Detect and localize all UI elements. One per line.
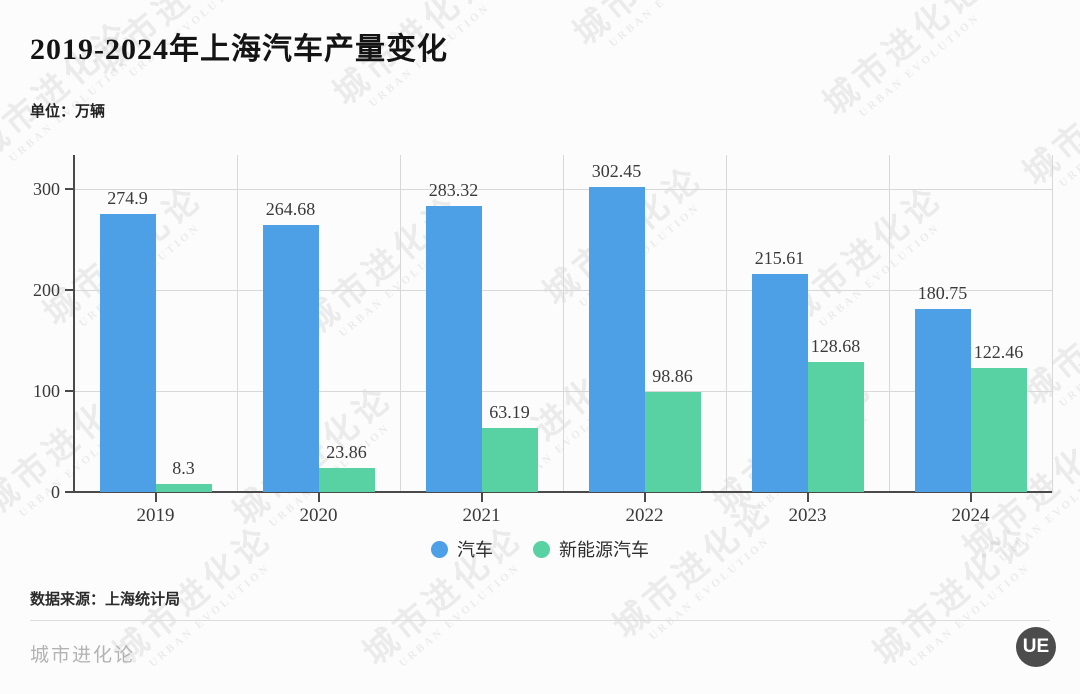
value-label-汽车-2022: 302.45 [591, 160, 642, 181]
source-label: 数据来源：上海统计局 [30, 592, 181, 608]
bar-新能源汽车-2021 [481, 428, 538, 492]
value-label-新能源汽车-2020: 23.86 [326, 441, 367, 462]
bar-新能源汽车-2023 [807, 362, 864, 492]
x-axis [65, 491, 1052, 493]
x-axis-tick [969, 493, 972, 502]
x-tick-label: 2020 [299, 505, 338, 526]
legend-item-汽车: 汽车 [431, 536, 493, 562]
y-axis-tick [65, 289, 73, 291]
value-label-新能源汽车-2021: 63.19 [489, 402, 530, 423]
legend-dot-icon [533, 540, 550, 558]
bar-汽车-2022 [588, 186, 645, 492]
x-tick-label: 2023 [788, 505, 827, 526]
value-label-新能源汽车-2024: 122.46 [973, 342, 1024, 363]
legend-label: 新能源汽车 [559, 540, 649, 560]
bar-新能源汽车-2022 [644, 392, 701, 492]
x-axis-tick [643, 493, 646, 502]
x-tick-label: 2024 [951, 505, 990, 526]
y-axis-tick [65, 188, 73, 190]
legend-dot-icon [431, 540, 448, 558]
x-tick-label: 2021 [462, 505, 501, 526]
value-label-汽车-2020: 264.68 [265, 198, 316, 219]
legend-item-新能源汽车: 新能源汽车 [533, 536, 649, 562]
gridline-vertical [237, 155, 238, 492]
chart-legend: 汽车 新能源汽车 [0, 536, 1080, 562]
value-label-新能源汽车-2022: 98.86 [652, 366, 693, 387]
x-axis-tick [317, 493, 320, 502]
gridline-vertical [889, 155, 890, 492]
y-tick-label: 100 [33, 381, 60, 401]
y-tick-label: 0 [51, 482, 60, 502]
y-tick-label: 200 [33, 280, 60, 300]
gridline-vertical [726, 155, 727, 492]
bar-汽车-2020 [262, 224, 319, 492]
unit-label: 单位：万辆 [30, 104, 106, 120]
value-label-汽车-2021: 283.32 [428, 179, 479, 200]
bar-汽车-2023 [751, 274, 808, 492]
bar-汽车-2019 [99, 214, 156, 492]
value-label-新能源汽车-2023: 128.68 [810, 336, 861, 357]
gridline-vertical [1052, 155, 1053, 492]
y-axis-tick [65, 491, 73, 493]
y-axis-tick [65, 390, 73, 392]
value-label-汽车-2019: 274.9 [107, 188, 148, 209]
gridline-vertical [563, 155, 564, 492]
bar-汽车-2021 [425, 205, 482, 492]
chart-title: 2019-2024年上海汽车产量变化 [30, 33, 448, 66]
x-axis-tick [480, 493, 483, 502]
footer-divider [30, 620, 1050, 621]
gridline-vertical [400, 155, 401, 492]
x-tick-label: 2019 [136, 505, 175, 526]
value-label-汽车-2023: 215.61 [754, 248, 805, 269]
legend-label: 汽车 [457, 540, 493, 560]
x-axis-tick [806, 493, 809, 502]
brand-name: 城市进化论 [30, 645, 136, 666]
x-tick-label: 2022 [625, 505, 664, 526]
bar-汽车-2024 [914, 309, 971, 492]
bar-新能源汽车-2024 [970, 368, 1027, 492]
y-axis [73, 155, 75, 492]
x-axis-tick [154, 493, 157, 502]
ue-logo-icon: UE [1016, 627, 1056, 667]
bar-新能源汽车-2019 [155, 483, 212, 492]
value-label-汽车-2024: 180.75 [917, 283, 968, 304]
y-tick-label: 300 [33, 179, 60, 199]
bar-新能源汽车-2020 [318, 467, 375, 492]
value-label-新能源汽车-2019: 8.3 [172, 457, 195, 478]
